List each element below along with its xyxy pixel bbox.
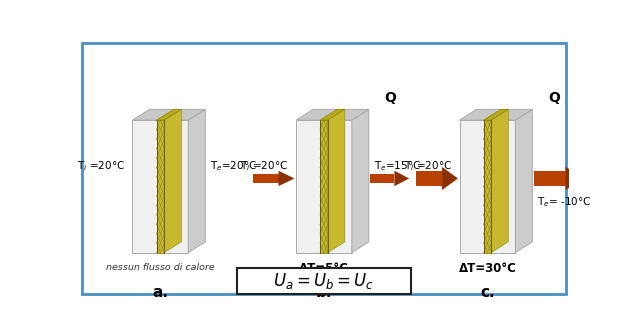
Polygon shape [416, 171, 442, 186]
FancyBboxPatch shape [82, 43, 566, 294]
Text: T$_i$ =20°C: T$_i$ =20°C [404, 160, 452, 173]
Polygon shape [133, 120, 188, 253]
Text: b.: b. [315, 285, 332, 300]
Polygon shape [515, 109, 532, 253]
Polygon shape [459, 120, 515, 253]
Polygon shape [328, 109, 345, 253]
Polygon shape [483, 120, 491, 253]
Polygon shape [483, 109, 508, 120]
Polygon shape [157, 120, 164, 253]
Text: $U_a = U_b = U_c$: $U_a = U_b = U_c$ [274, 271, 374, 291]
Polygon shape [442, 167, 458, 190]
Polygon shape [534, 171, 566, 186]
Polygon shape [320, 109, 345, 120]
Polygon shape [566, 167, 585, 190]
Polygon shape [279, 171, 295, 186]
Text: Q: Q [385, 91, 396, 105]
Polygon shape [352, 109, 369, 253]
Polygon shape [320, 120, 328, 253]
Text: ΔT=30°C: ΔT=30°C [458, 262, 516, 275]
Text: a.: a. [152, 285, 168, 300]
Text: T$_e$=20°C: T$_e$=20°C [210, 160, 257, 173]
Polygon shape [296, 120, 352, 253]
Polygon shape [491, 109, 508, 253]
Text: T$_i$ =20°C: T$_i$ =20°C [240, 160, 288, 173]
Polygon shape [394, 171, 409, 186]
Polygon shape [253, 174, 279, 183]
Polygon shape [188, 109, 205, 253]
Text: c.: c. [480, 285, 495, 300]
Text: ΔT=5°C: ΔT=5°C [299, 262, 349, 275]
Text: Q: Q [548, 91, 560, 105]
FancyBboxPatch shape [237, 268, 411, 294]
Text: T$_e$=15°C: T$_e$=15°C [374, 160, 421, 173]
Polygon shape [164, 109, 181, 253]
Polygon shape [296, 109, 369, 120]
Text: nessun flusso di calore: nessun flusso di calore [106, 263, 215, 272]
Text: T$_i$ =20°C: T$_i$ =20°C [76, 160, 125, 173]
Text: T$_e$= -10°C: T$_e$= -10°C [537, 195, 591, 209]
Polygon shape [157, 109, 181, 120]
Polygon shape [370, 174, 394, 183]
Polygon shape [133, 109, 205, 120]
Polygon shape [459, 109, 532, 120]
